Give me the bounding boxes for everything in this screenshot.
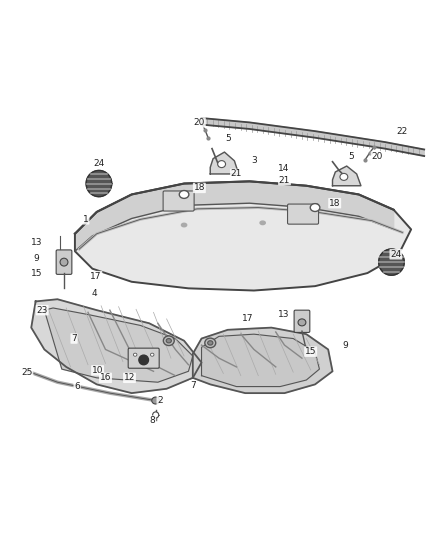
Polygon shape: [201, 334, 319, 386]
Text: 20: 20: [194, 118, 205, 127]
Polygon shape: [379, 249, 404, 275]
Polygon shape: [31, 299, 201, 393]
Text: 25: 25: [21, 368, 32, 377]
Text: 7: 7: [190, 381, 196, 390]
Text: 21: 21: [279, 175, 290, 184]
Text: 17: 17: [90, 272, 102, 280]
Polygon shape: [86, 171, 112, 197]
Polygon shape: [75, 181, 411, 290]
Text: 9: 9: [34, 254, 39, 263]
Text: 6: 6: [74, 382, 80, 391]
Text: 17: 17: [242, 313, 253, 322]
Text: 15: 15: [31, 269, 42, 278]
Text: 23: 23: [36, 305, 48, 314]
Text: 5: 5: [348, 152, 354, 161]
Text: 21: 21: [231, 169, 242, 179]
FancyBboxPatch shape: [56, 250, 72, 274]
Ellipse shape: [181, 223, 187, 227]
Text: 13: 13: [278, 310, 290, 319]
FancyBboxPatch shape: [294, 310, 310, 333]
Ellipse shape: [166, 338, 171, 343]
Ellipse shape: [310, 204, 320, 212]
Text: 12: 12: [124, 373, 135, 382]
Ellipse shape: [218, 160, 226, 167]
Ellipse shape: [163, 336, 174, 345]
Ellipse shape: [139, 355, 148, 365]
Ellipse shape: [340, 173, 348, 180]
Text: 9: 9: [343, 341, 349, 350]
Text: 7: 7: [71, 334, 77, 343]
Ellipse shape: [298, 319, 306, 326]
Text: 8: 8: [150, 416, 155, 425]
Ellipse shape: [205, 338, 216, 348]
Ellipse shape: [134, 353, 137, 356]
Polygon shape: [201, 118, 424, 156]
Text: 13: 13: [31, 238, 42, 247]
Text: 10: 10: [92, 366, 103, 375]
Ellipse shape: [260, 221, 265, 224]
Polygon shape: [44, 308, 193, 382]
Ellipse shape: [150, 353, 154, 356]
Ellipse shape: [179, 190, 189, 198]
Text: 1: 1: [83, 215, 89, 224]
Text: 24: 24: [390, 250, 402, 259]
Text: 15: 15: [305, 347, 316, 356]
Text: 5: 5: [225, 134, 231, 143]
Ellipse shape: [152, 397, 159, 404]
Polygon shape: [193, 328, 332, 393]
Polygon shape: [332, 166, 361, 185]
Text: 18: 18: [194, 183, 205, 192]
Text: 20: 20: [371, 152, 383, 161]
Ellipse shape: [60, 258, 68, 266]
Text: 24: 24: [93, 159, 105, 168]
Text: 14: 14: [278, 164, 290, 173]
Text: 18: 18: [329, 199, 340, 208]
Text: 3: 3: [251, 156, 257, 165]
Text: 4: 4: [92, 289, 97, 298]
FancyBboxPatch shape: [128, 348, 159, 368]
FancyBboxPatch shape: [163, 191, 194, 211]
Ellipse shape: [152, 412, 159, 418]
Text: 2: 2: [157, 397, 163, 406]
FancyBboxPatch shape: [288, 204, 318, 224]
Polygon shape: [75, 181, 394, 251]
Text: 22: 22: [397, 127, 408, 136]
Text: 16: 16: [100, 373, 111, 382]
Polygon shape: [210, 152, 239, 174]
Ellipse shape: [208, 341, 213, 345]
